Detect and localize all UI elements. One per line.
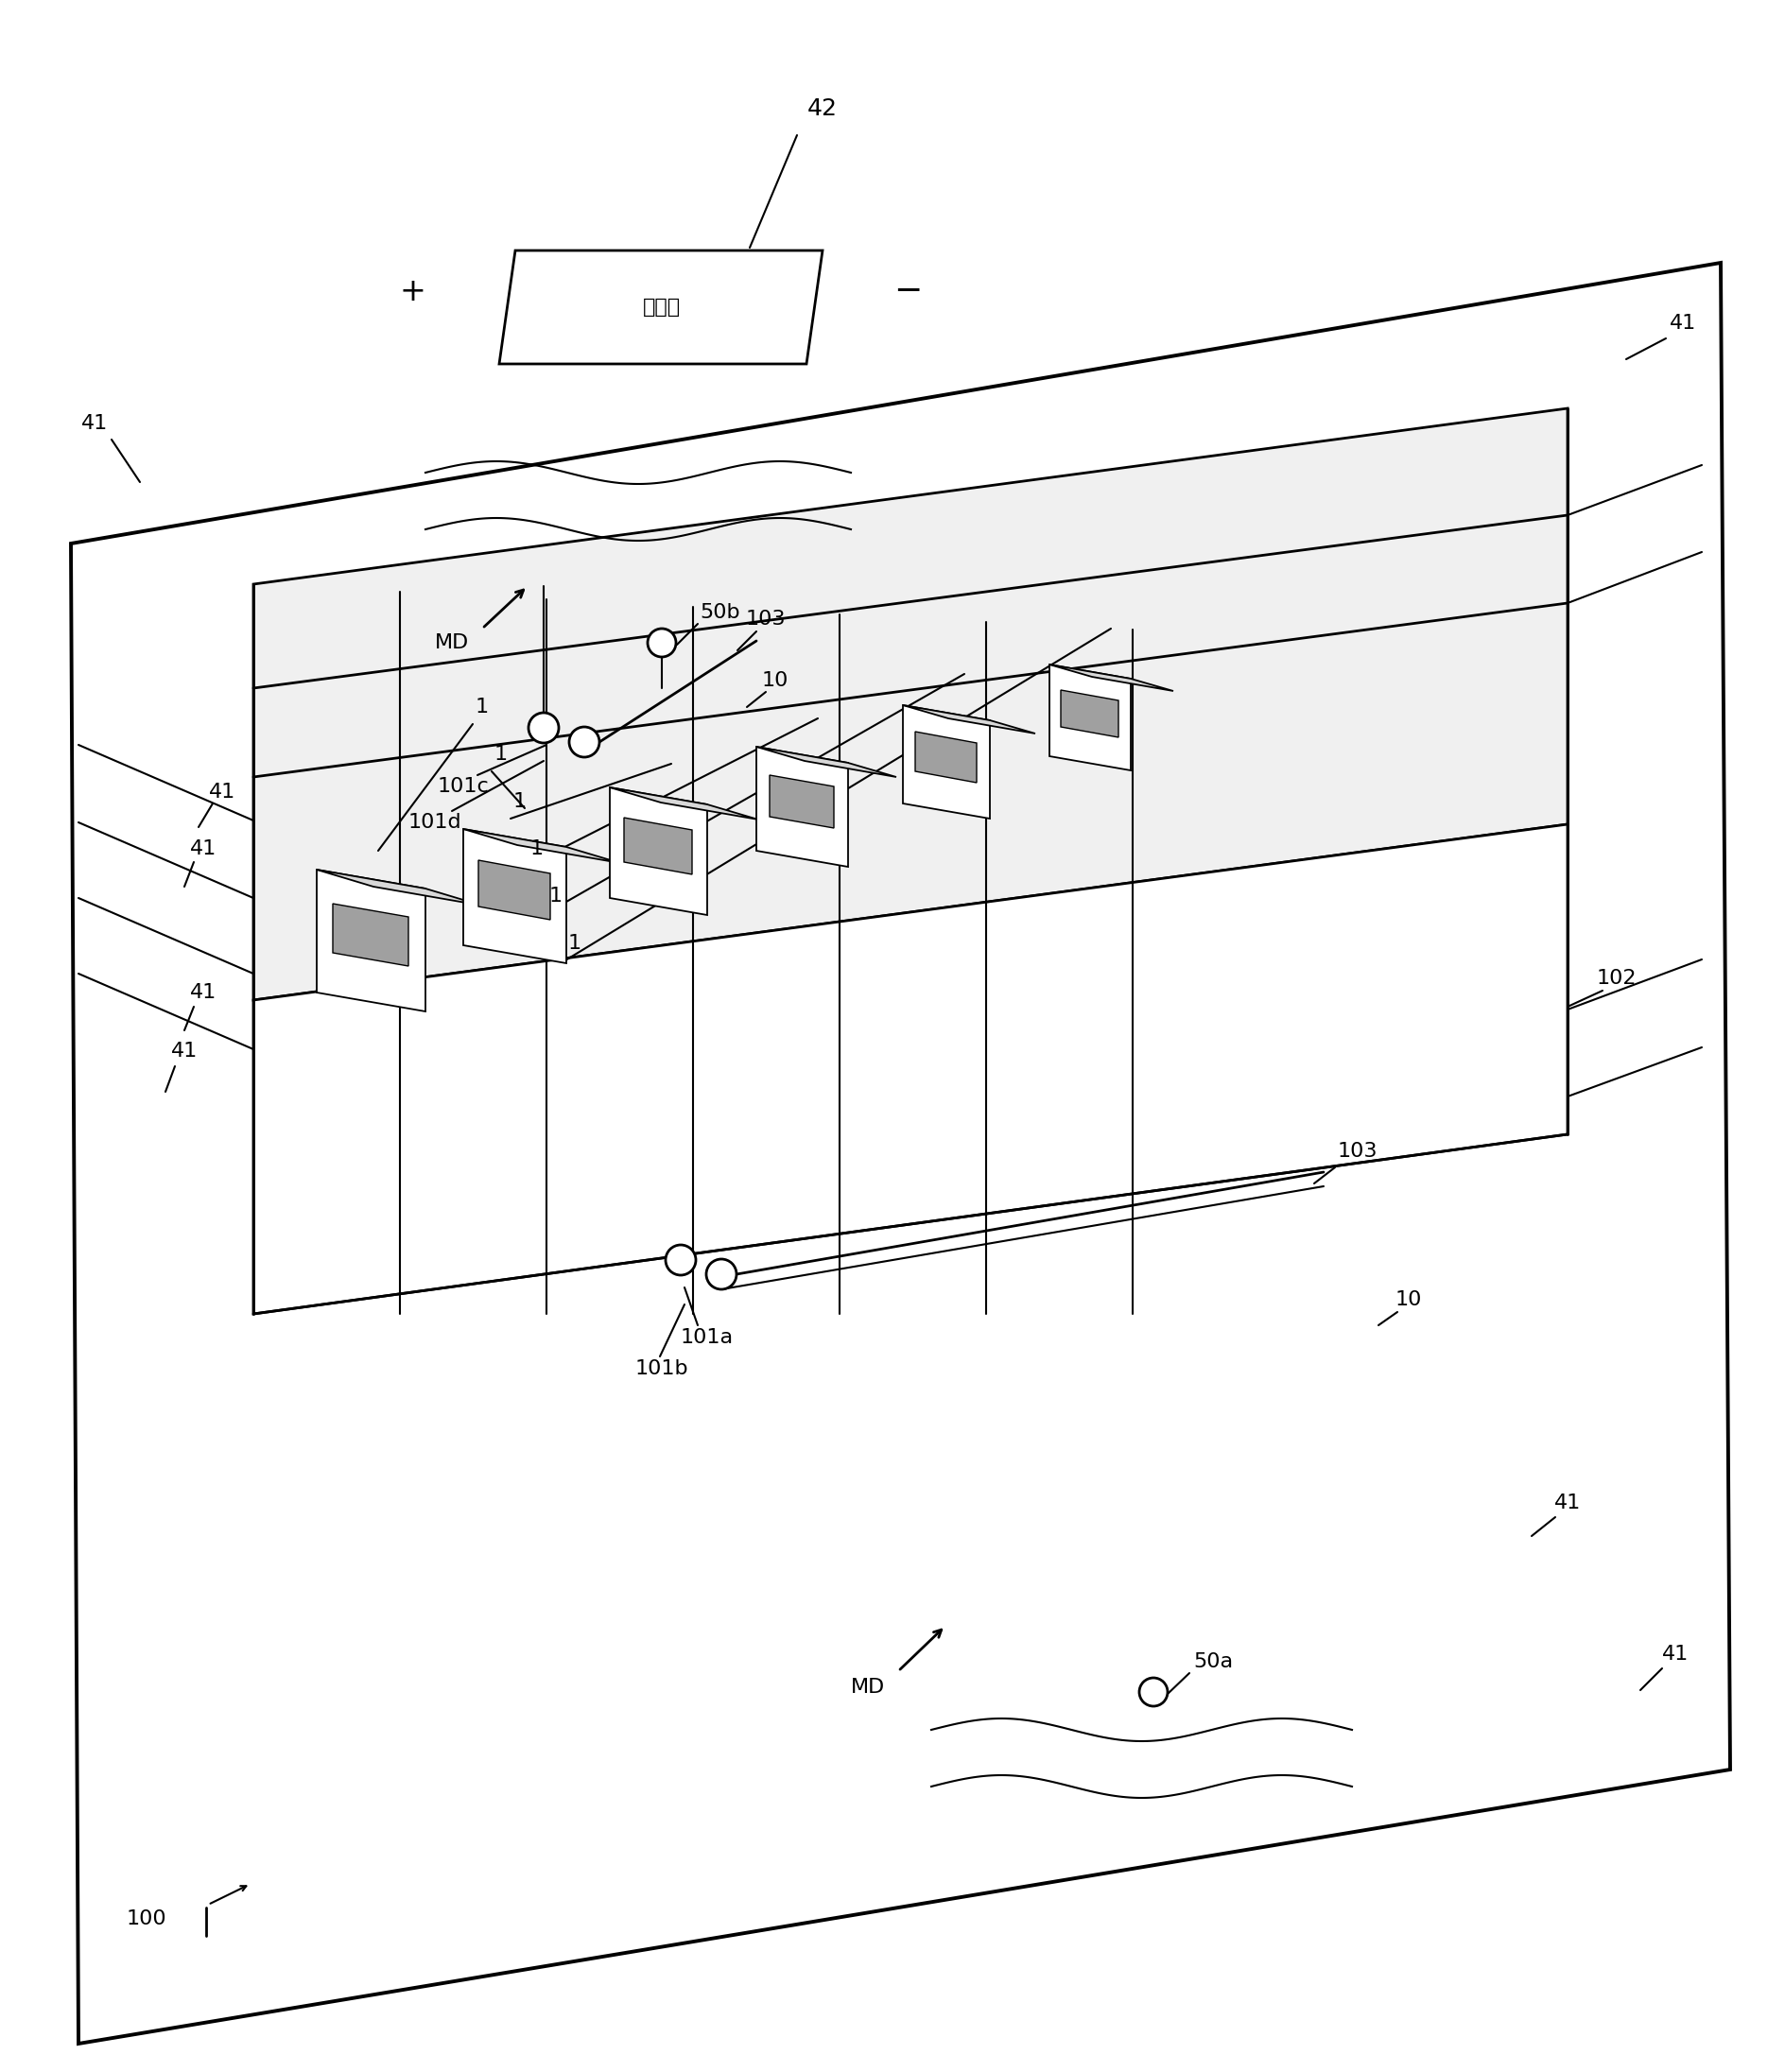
Polygon shape [757,746,896,777]
Text: 100: 100 [127,1910,166,1929]
Text: 1: 1 [494,744,507,765]
Text: 41: 41 [1555,1494,1582,1513]
Polygon shape [625,818,693,874]
Polygon shape [757,746,848,866]
Polygon shape [316,870,482,905]
Text: 101c: 101c [437,777,489,796]
Text: 101b: 101b [635,1359,689,1378]
Text: 41: 41 [1669,313,1696,334]
Circle shape [1139,1678,1167,1705]
Polygon shape [71,263,1730,2043]
Circle shape [666,1245,696,1274]
Polygon shape [1060,690,1119,738]
Polygon shape [1050,665,1173,690]
Text: 103: 103 [1337,1142,1378,1160]
Text: 41: 41 [209,783,236,802]
Text: 10: 10 [762,671,789,690]
Circle shape [648,628,677,657]
Text: 1: 1 [514,792,527,810]
Text: MD: MD [436,634,469,653]
Text: 103: 103 [746,609,785,628]
Text: 1: 1 [568,934,582,953]
Text: 1: 1 [550,887,562,905]
Text: 42: 42 [807,97,837,120]
Polygon shape [464,829,566,963]
Polygon shape [500,251,823,365]
Polygon shape [903,704,1035,733]
Text: 41: 41 [189,839,216,858]
Polygon shape [916,731,976,783]
Text: 41: 41 [171,1042,198,1061]
Text: 整流路: 整流路 [643,298,680,317]
Text: 10: 10 [1396,1291,1423,1310]
Text: 41: 41 [80,414,107,433]
Polygon shape [478,860,550,920]
Circle shape [569,727,600,756]
Text: 101a: 101a [680,1328,734,1347]
Text: 101d: 101d [409,812,462,831]
Text: 1: 1 [475,698,489,717]
Text: 1: 1 [530,839,544,858]
Polygon shape [1050,665,1130,771]
Polygon shape [253,825,1567,1314]
Text: 102: 102 [1596,970,1637,988]
Polygon shape [464,829,619,864]
Text: −: − [892,276,921,307]
Polygon shape [253,408,1567,1001]
Circle shape [528,713,559,744]
Polygon shape [316,870,425,1011]
Text: 41: 41 [189,982,216,1003]
Circle shape [707,1260,737,1289]
Polygon shape [332,903,409,966]
Text: 41: 41 [1662,1645,1689,1664]
Polygon shape [769,775,834,829]
Text: 50b: 50b [700,603,741,622]
Text: 50a: 50a [1192,1651,1233,1672]
Polygon shape [610,787,707,916]
Text: MD: MD [851,1678,885,1697]
Polygon shape [610,787,759,821]
Text: +: + [400,276,425,307]
Polygon shape [903,704,991,818]
